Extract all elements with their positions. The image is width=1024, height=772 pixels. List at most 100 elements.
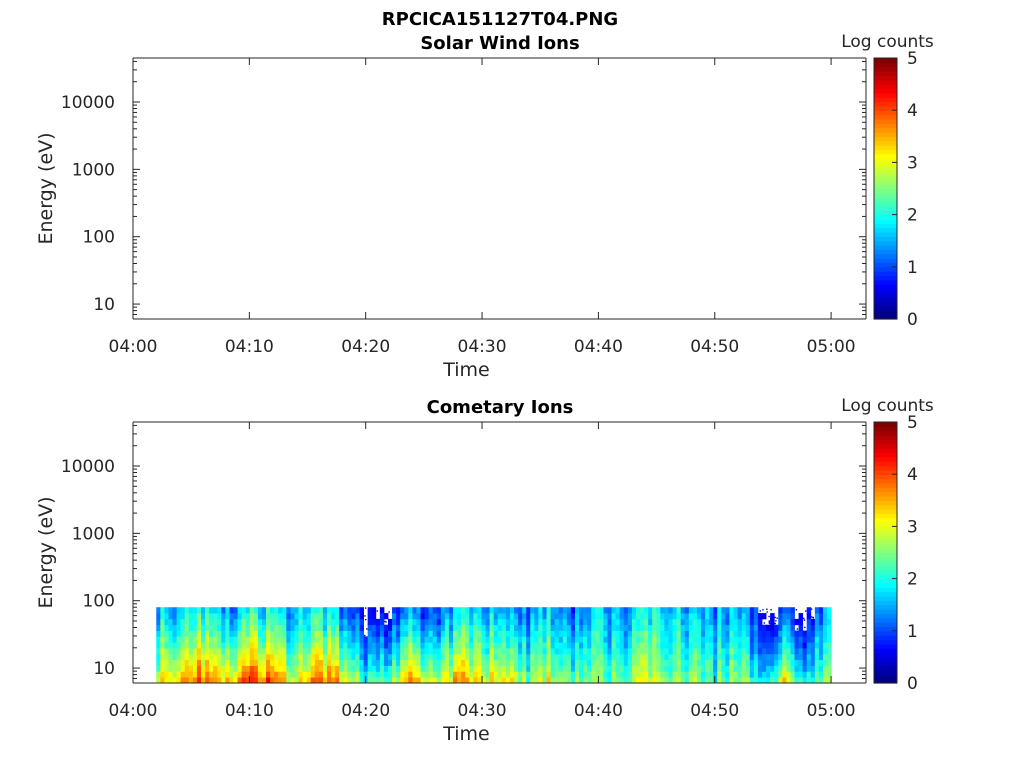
heatmap-cell <box>635 618 641 626</box>
heatmap-cell <box>778 659 783 666</box>
heatmap-cell <box>363 671 369 678</box>
heatmap-cell <box>188 624 194 631</box>
heatmap-cell <box>668 653 673 661</box>
heatmap-cell <box>623 624 629 631</box>
heatmap-cell <box>798 648 804 655</box>
heatmap-cell <box>790 636 795 643</box>
heatmap-cell <box>335 636 340 643</box>
heatmap-cell <box>668 624 673 631</box>
heatmap-cell <box>741 630 747 637</box>
heatmap-cell <box>761 671 767 678</box>
heatmap-cell <box>176 648 182 655</box>
heatmap-cell <box>253 648 259 655</box>
heatmap-cell <box>554 665 560 672</box>
heatmap-cell <box>322 648 328 655</box>
heatmap-cell <box>796 628 799 630</box>
heatmap-cell <box>827 624 832 631</box>
heatmap-cell <box>652 613 657 620</box>
heatmap-cell <box>644 665 649 672</box>
heatmap-cell <box>534 665 539 672</box>
heatmap-cell <box>233 613 238 620</box>
heatmap-cell <box>550 648 556 655</box>
colorbar-segment <box>874 456 897 462</box>
heatmap-cell <box>302 624 308 631</box>
heatmap-cell <box>623 618 629 626</box>
heatmap-cell <box>160 659 165 666</box>
heatmap-cell <box>810 665 816 672</box>
heatmap-cell <box>497 607 503 614</box>
heatmap-cell <box>160 630 165 637</box>
heatmap-cell <box>782 630 787 637</box>
heatmap-cell <box>505 659 511 666</box>
heatmap-cell <box>542 648 547 655</box>
heatmap-cell <box>196 607 202 614</box>
heatmap-cell <box>741 677 747 684</box>
heatmap-cell <box>583 665 588 672</box>
heatmap-cell <box>644 630 649 637</box>
heatmap-cell <box>607 624 612 631</box>
heatmap-cell <box>526 613 531 620</box>
heatmap-cell <box>615 613 621 620</box>
heatmap-cell <box>286 671 291 678</box>
heatmap-cell <box>477 630 482 637</box>
heatmap-cell <box>818 659 824 666</box>
heatmap-cell <box>192 618 198 626</box>
heatmap-cell <box>818 613 824 620</box>
colorbar-segment <box>874 661 897 667</box>
heatmap-cell <box>668 648 673 655</box>
heatmap-cell <box>745 618 751 626</box>
heatmap-cell <box>274 613 279 620</box>
heatmap-cell <box>200 636 206 643</box>
heatmap-cell <box>786 659 791 666</box>
heatmap-cell <box>164 618 169 626</box>
heatmap-cell <box>518 665 523 672</box>
heatmap-cell <box>558 648 564 655</box>
heatmap-cell <box>327 630 332 637</box>
heatmap-cell <box>294 659 299 666</box>
heatmap-cell <box>339 642 344 649</box>
heatmap-cell <box>505 671 511 678</box>
heatmap-cell <box>249 618 255 626</box>
heatmap-cell <box>180 665 186 672</box>
heatmap-cell <box>209 618 214 626</box>
heatmap-cell <box>745 642 751 649</box>
heatmap-cell <box>432 636 438 643</box>
heatmap-cell <box>164 624 169 631</box>
heatmap-cell <box>257 642 263 649</box>
colorbar-segment <box>874 552 897 558</box>
heatmap-cell <box>595 636 600 643</box>
heatmap-cell <box>257 624 263 631</box>
heatmap-cell <box>688 618 694 626</box>
heatmap-cell <box>591 630 596 637</box>
heatmap-cell <box>453 671 458 678</box>
heatmap-cell <box>607 653 612 661</box>
heatmap-cell <box>367 671 373 678</box>
heatmap-cell <box>485 671 491 678</box>
heatmap-cell <box>473 671 478 678</box>
heatmap-cell <box>420 630 425 637</box>
heatmap-cell <box>253 665 259 672</box>
heatmap-cell <box>786 613 791 620</box>
heatmap-cell <box>237 636 243 643</box>
heatmap-cell <box>623 653 629 661</box>
heatmap-cell <box>156 677 161 684</box>
heatmap-cell <box>282 636 287 643</box>
heatmap-cell <box>233 618 238 626</box>
colorbar-segment <box>874 149 897 155</box>
heatmap-cell <box>745 613 751 620</box>
heatmap-cell <box>168 659 173 666</box>
heatmap-cell <box>469 636 474 643</box>
heatmap-cell <box>436 659 442 666</box>
heatmap-cell <box>530 630 535 637</box>
heatmap-cell <box>209 671 214 678</box>
heatmap-cell <box>648 618 653 626</box>
colorbar-tick-label: 5 <box>907 49 918 69</box>
heatmap-cell <box>266 665 271 672</box>
heatmap-cell <box>611 630 617 637</box>
heatmap-cell <box>648 665 653 672</box>
heatmap-cell <box>725 630 730 637</box>
heatmap-cell <box>822 671 828 678</box>
heatmap-cell <box>595 671 600 678</box>
heatmap-cell <box>542 671 547 678</box>
heatmap-cell <box>562 671 568 678</box>
